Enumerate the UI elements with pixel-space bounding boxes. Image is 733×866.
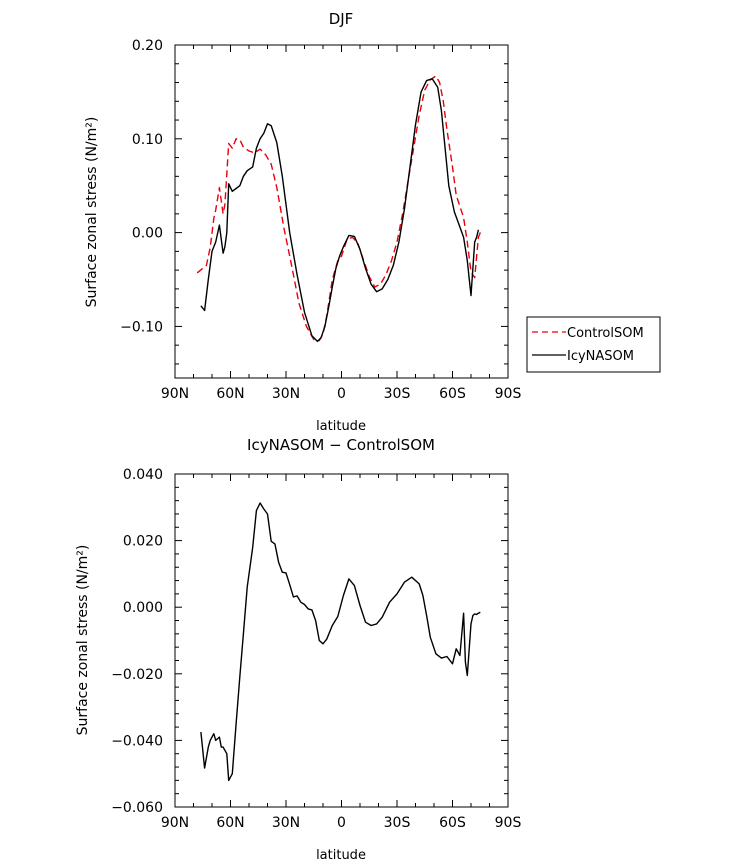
y-tick-label: 0.20 [132, 38, 163, 54]
y-axis-label: Surface zonal stress (N/m²) [84, 117, 100, 308]
y-tick-label: 0.00 [132, 226, 163, 242]
legend: ControlSOM IcyNASOM [526, 316, 661, 373]
series-line-icynasom [200, 78, 480, 343]
x-axis-label: latitude [316, 848, 366, 863]
series-line-controlsom [196, 75, 483, 342]
x-tick-label: 60N [216, 815, 244, 831]
x-tick-label: 30N [272, 386, 300, 402]
y-tick-label: −0.10 [120, 319, 163, 335]
chart-title: DJF [329, 10, 354, 28]
x-axis-label: latitude [316, 419, 366, 434]
x-tick-label: 90S [495, 386, 522, 402]
chart-title: IcyNASOM − ControlSOM [247, 436, 435, 454]
x-tick-label: 90S [495, 815, 522, 831]
y-tick-label: −0.060 [111, 800, 163, 816]
x-tick-label: 60S [439, 386, 466, 402]
y-tick-label: 0.040 [123, 467, 163, 483]
axis-ticks: 90N 60N 30N 0 30S 60S 90S 0.20 0.10 0.00 −0.10 [120, 38, 521, 402]
x-tick-label: 30N [272, 815, 300, 831]
series-line-difference [200, 502, 481, 782]
y-tick-label: 0.020 [123, 534, 163, 550]
x-tick-label: 30S [384, 815, 411, 831]
x-tick-label: 0 [337, 386, 346, 402]
x-tick-label: 30S [384, 386, 411, 402]
legend-box [526, 316, 661, 373]
y-axis-label: Surface zonal stress (N/m²) [75, 545, 91, 736]
chart-djf: DJF Surface zonal stress (N/m²) latitude… [84, 10, 661, 434]
x-tick-label: 60S [439, 815, 466, 831]
x-tick-label: 60N [216, 386, 244, 402]
legend-label-icynasom: IcyNASOM [567, 349, 634, 364]
plot-series [196, 75, 483, 343]
chart-difference: IcyNASOM − ControlSOM Surface zonal stre… [75, 436, 521, 863]
y-tick-label: 0.10 [132, 132, 163, 148]
x-tick-label: 90N [161, 386, 189, 402]
plot-frame [174, 473, 509, 808]
y-tick-label: 0.000 [123, 600, 163, 616]
legend-label-controlsom: ControlSOM [567, 326, 644, 341]
axis-ticks: 90N 60N 30N 0 30S 60S 90S 0.040 0.020 0.000 −0.020… [111, 467, 521, 831]
plot-frame [174, 44, 509, 379]
x-tick-label: 0 [337, 815, 346, 831]
x-tick-label: 90N [161, 815, 189, 831]
plot-series [200, 502, 481, 782]
y-tick-label: −0.020 [111, 667, 163, 683]
y-tick-label: −0.040 [111, 733, 163, 749]
